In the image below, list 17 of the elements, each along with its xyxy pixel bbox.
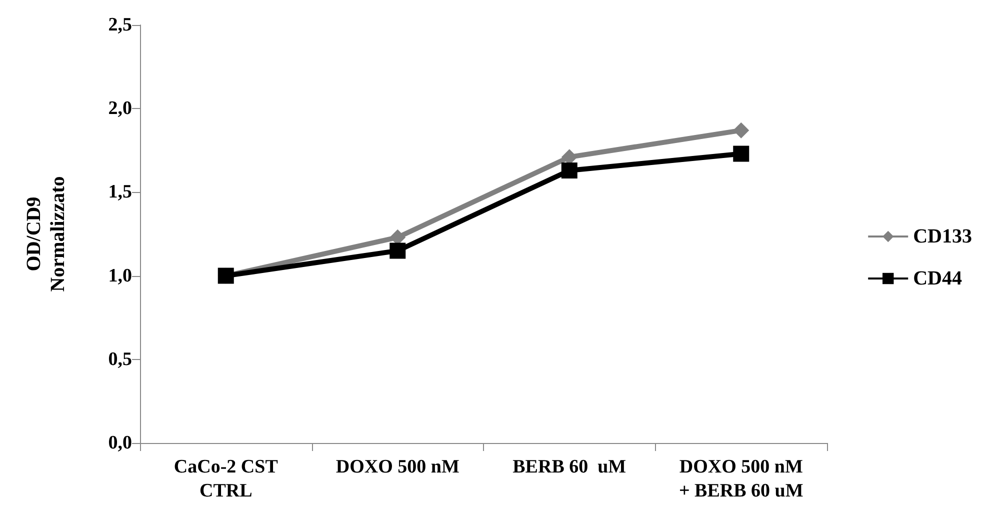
y-tick-label: 0,5 bbox=[108, 348, 132, 370]
point bbox=[390, 242, 406, 259]
y-tick-label: 1,0 bbox=[108, 265, 132, 286]
point bbox=[733, 122, 750, 138]
x-tick-label: CaCo-2 CST CTRL bbox=[174, 456, 278, 502]
y-tick-label: 2,0 bbox=[108, 98, 132, 120]
x-tick-label: DOXO 500 nM bbox=[336, 456, 460, 478]
point bbox=[733, 146, 750, 162]
x-tick-label: BERB 60 uM bbox=[512, 456, 626, 478]
point bbox=[561, 162, 578, 178]
legend-label: CD44 bbox=[913, 268, 962, 290]
y-tick-label: 1,5 bbox=[108, 182, 132, 203]
y-tick-label: 0,0 bbox=[108, 432, 132, 454]
x-tick-label: DOXO 500 nM + BERB 60 uM bbox=[678, 456, 804, 502]
legend-label: CD133 bbox=[913, 226, 972, 248]
y-tick-label: 2,5 bbox=[108, 14, 132, 36]
y-axis-title: OD/CD9 Normalizzato bbox=[23, 176, 69, 292]
